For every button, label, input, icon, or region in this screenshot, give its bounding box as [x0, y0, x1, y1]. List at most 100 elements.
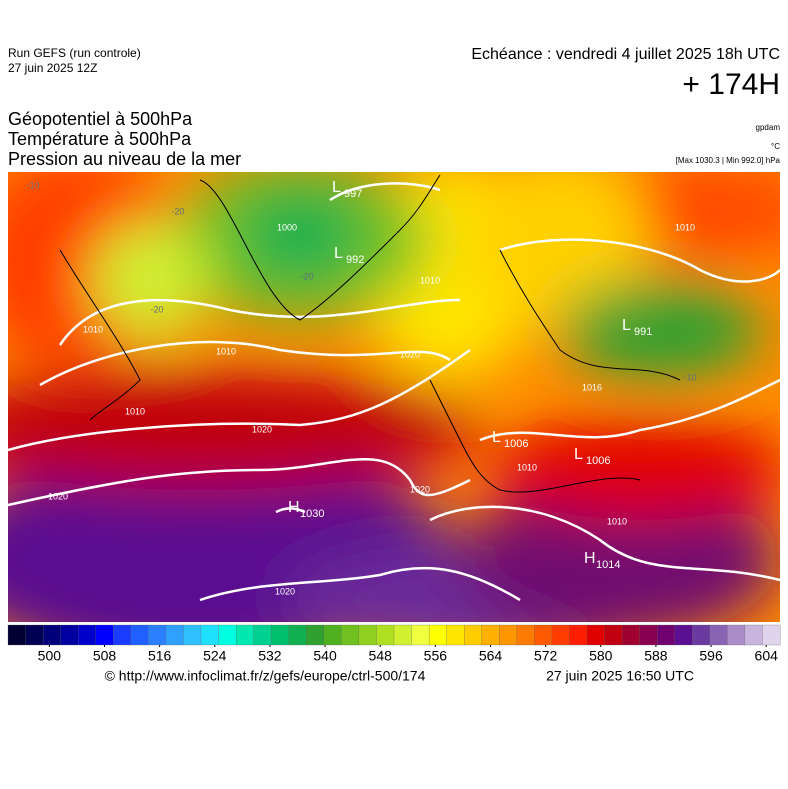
colorbar-cell — [762, 624, 781, 646]
center-kind: L — [622, 317, 631, 334]
colorbar-cell — [200, 624, 219, 646]
unit: °C — [771, 142, 780, 151]
colorbar-cell — [7, 624, 26, 646]
colorbar-label: 516 — [148, 648, 172, 664]
colorbar-label: 588 — [644, 648, 668, 664]
colorbar-cell — [586, 624, 605, 646]
center-kind: H — [584, 550, 596, 567]
colorbar-cell — [569, 624, 588, 646]
colorbar-cell — [148, 624, 167, 646]
colorbar-cell — [727, 624, 746, 646]
colorbar-cell — [604, 624, 623, 646]
isobar-label: 1020 — [410, 484, 430, 494]
colorbar-cell — [481, 624, 500, 646]
temperature-label: -20 — [300, 271, 313, 281]
colorbar-cell — [376, 624, 395, 646]
isobar-label: 1020 — [252, 424, 272, 434]
lead-time: + 174H — [682, 68, 780, 101]
isobar-label: 1010 — [420, 275, 440, 285]
colorbar-cell — [709, 624, 728, 646]
center-kind: L — [574, 446, 583, 463]
colorbar-cell — [657, 624, 676, 646]
colorbar-label: 532 — [258, 648, 282, 664]
colorbar-cell — [464, 624, 483, 646]
colorbar-label: 508 — [93, 648, 117, 664]
unit: gpdam — [756, 123, 781, 132]
colorbar-label: 604 — [755, 648, 779, 664]
temperature-label: -10 — [26, 180, 39, 190]
colorbar-cell — [499, 624, 518, 646]
center-value: 997 — [344, 188, 362, 200]
colorbar-cell — [516, 624, 535, 646]
colorbar-cell — [393, 624, 412, 646]
colorbar-cell — [744, 624, 763, 646]
colorbar-cell — [674, 624, 693, 646]
colorbar-label: 596 — [699, 648, 723, 664]
isobar-label: 1010 — [607, 516, 627, 526]
center-value: 1006 — [504, 438, 528, 450]
isobar-label: 1010 — [517, 462, 537, 472]
colorbar-cell — [428, 624, 448, 646]
colorbar-label: 572 — [534, 648, 558, 664]
colorbar-label: 564 — [479, 648, 503, 664]
colorbar-cell — [183, 624, 202, 646]
unit: [Max 1030.3 | Min 992.0] hPa — [676, 156, 781, 165]
isobar-label: 1020 — [275, 586, 295, 596]
colorbar-label: 540 — [313, 648, 337, 664]
colorbar-cell — [551, 624, 570, 646]
title: Température à 500hPa — [8, 129, 192, 149]
colorbar-cell — [534, 624, 553, 646]
center-kind: L — [332, 179, 341, 196]
colorbar-cell — [113, 624, 132, 646]
footer-url: © http://www.infoclimat.fr/z/gefs/europe… — [105, 668, 426, 684]
colorbar-cell — [271, 624, 290, 646]
footer-date: 27 juin 2025 16:50 UTC — [546, 668, 694, 684]
colorbar-cell — [323, 624, 342, 646]
isobar-label: 1020 — [400, 349, 420, 359]
colorbar-label: 524 — [203, 648, 227, 664]
center-value: 1014 — [596, 559, 620, 571]
center-value: 1006 — [586, 455, 610, 467]
colorbar-cell — [639, 624, 658, 646]
colorbar-cell — [446, 624, 465, 646]
center-value: 992 — [346, 254, 364, 266]
colorbar-cell — [25, 624, 44, 646]
colorbar-label: 500 — [38, 648, 62, 664]
colorbar-cell — [358, 624, 377, 646]
colorbar-cell — [60, 624, 79, 646]
colorbar-cell — [288, 624, 307, 646]
colorbar-cell — [78, 624, 97, 646]
center-value: 1030 — [300, 508, 324, 520]
isobar-label: 1016 — [582, 382, 602, 392]
map — [8, 172, 780, 622]
title: Géopotentiel à 500hPa — [8, 109, 193, 129]
colorbar-label: 556 — [424, 648, 448, 664]
center-value: 991 — [634, 326, 652, 338]
colorbar-cell — [306, 624, 325, 646]
center-kind: L — [334, 245, 343, 262]
colorbar-cell — [42, 624, 62, 646]
colorbar-cell — [341, 624, 360, 646]
isobar-label: 1010 — [125, 406, 145, 416]
isobar-label: 1020 — [48, 491, 68, 501]
colorbar-cell — [621, 624, 641, 646]
run-date: 27 juin 2025 12Z — [8, 61, 97, 75]
isobar-label: 1010 — [216, 346, 236, 356]
colorbar-cell — [130, 624, 149, 646]
colorbar-cell — [165, 624, 184, 646]
isobar-label: 1010 — [83, 324, 103, 334]
temperature-label: -20 — [150, 304, 163, 314]
isobars — [8, 182, 780, 602]
center-kind: H — [288, 499, 300, 516]
colorbar-cell — [253, 624, 272, 646]
colorbar-cell — [95, 624, 114, 646]
colorbar-cell — [411, 624, 430, 646]
colorbar-cell — [218, 624, 237, 646]
colorbar-cell — [692, 624, 711, 646]
title: Pression au niveau de la mer — [8, 149, 241, 169]
colorbar: 500 508 516 524 532 540 548 556 564 572 580 588 596 6… — [7, 624, 781, 664]
run: Run GEFS (run controle) — [8, 46, 141, 60]
center-kind: L — [492, 429, 501, 446]
temperature-label: -10 — [683, 372, 696, 382]
